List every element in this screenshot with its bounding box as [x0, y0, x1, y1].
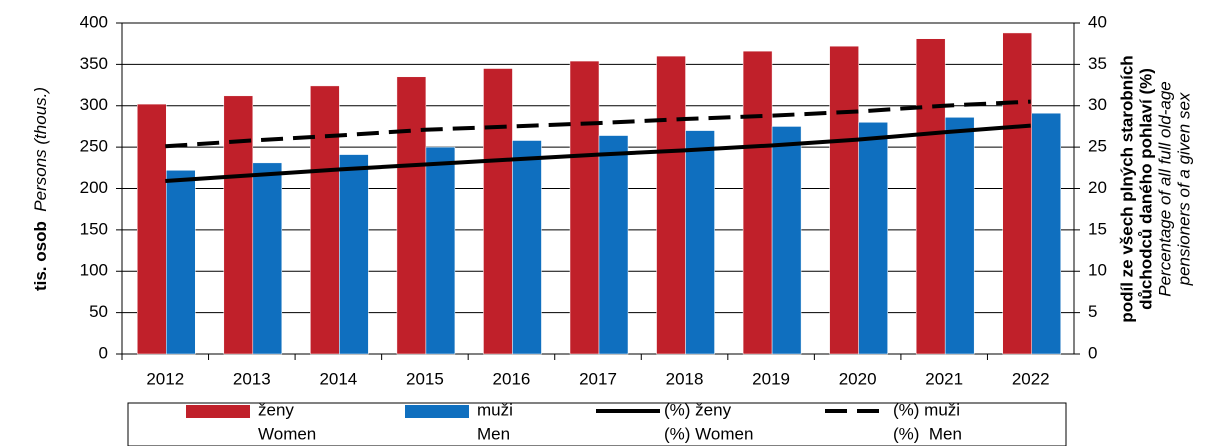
y2-tick-label: 30 — [1088, 95, 1107, 114]
bar — [396, 76, 427, 355]
bar — [223, 95, 254, 355]
y-tick-label: 150 — [80, 219, 108, 238]
y-tick-label: 300 — [80, 95, 108, 114]
x-tick-label: 2017 — [579, 369, 617, 388]
y2-tick-label: 0 — [1088, 343, 1097, 362]
y2-tick-label: 35 — [1088, 54, 1107, 73]
y2-label: důchodců daného pohlaví (%) — [1136, 68, 1155, 310]
y-tick-label: 50 — [89, 302, 108, 321]
line-series — [165, 123, 1031, 184]
x-tick-label: 2021 — [925, 369, 963, 388]
bar — [829, 45, 859, 355]
legend-label: ženy — [258, 400, 294, 419]
bar — [166, 170, 196, 355]
legend-swatch — [186, 405, 250, 418]
y2-axis-title: podíl ze všech plných starobních důchodců… — [1117, 55, 1193, 322]
y-label-en: Persons (thous.) — [31, 87, 50, 212]
y-axis-title-text: tis. osob Persons (thous.) — [31, 87, 50, 291]
x-tick-label: 2014 — [319, 369, 357, 388]
y2-tick-label: 15 — [1088, 219, 1107, 238]
y-tick-label: 400 — [80, 12, 108, 31]
y2-tick-label: 20 — [1088, 178, 1107, 197]
x-tick-label: 2018 — [666, 369, 704, 388]
y-tick-label: 0 — [99, 343, 108, 362]
bar — [685, 130, 715, 355]
legend-label-en: (%) Women — [664, 424, 753, 443]
bar — [915, 38, 946, 355]
y-tick-label: 350 — [80, 54, 108, 73]
legend-label-en: Women — [258, 424, 316, 443]
bar — [252, 162, 283, 355]
y2-tick-label: 25 — [1088, 137, 1107, 156]
bar — [742, 50, 773, 355]
bar — [425, 146, 456, 355]
bar — [598, 135, 629, 355]
y-axis-title: tis. osob Persons (thous.) — [31, 87, 50, 291]
x-tick-label: 2020 — [839, 369, 877, 388]
y-tick-label: 100 — [80, 261, 108, 280]
y2-label: podíl ze všech plných starobních — [1117, 55, 1136, 322]
bar — [1002, 32, 1032, 355]
bar — [310, 85, 340, 355]
bar — [656, 55, 686, 355]
y-tick-label: 250 — [80, 137, 108, 156]
y2-tick-label: 40 — [1088, 12, 1107, 31]
bar — [1031, 112, 1061, 355]
y2-label-en: Percentage of all full old-age — [1155, 81, 1174, 296]
legend-label-en: (%) Men — [893, 424, 962, 443]
bar — [771, 126, 802, 355]
legend-label-en: Men — [477, 424, 510, 443]
x-tick-label: 2016 — [493, 369, 531, 388]
y-tick-label: 200 — [80, 178, 108, 197]
y2-label-en: pensioners of a given sex — [1174, 92, 1193, 286]
line-series — [165, 99, 1031, 149]
bar — [569, 60, 600, 355]
bar — [512, 140, 542, 355]
legend-label: (%) muži — [893, 400, 960, 419]
y-label: tis. osob — [31, 221, 50, 291]
bar — [483, 68, 513, 355]
legend-swatch — [405, 405, 469, 418]
x-tick-label: 2015 — [406, 369, 444, 388]
bar — [858, 122, 888, 355]
bar — [137, 103, 167, 355]
bar — [339, 154, 369, 355]
y2-tick-label: 10 — [1088, 261, 1107, 280]
legend-label: muži — [477, 400, 513, 419]
bar — [944, 117, 975, 355]
x-tick-label: 2013 — [233, 369, 271, 388]
y2-tick-label: 5 — [1088, 302, 1097, 321]
x-tick-label: 2019 — [752, 369, 790, 388]
legend-label: (%) ženy — [664, 400, 732, 419]
x-tick-label: 2022 — [1012, 369, 1050, 388]
x-tick-label: 2012 — [146, 369, 184, 388]
